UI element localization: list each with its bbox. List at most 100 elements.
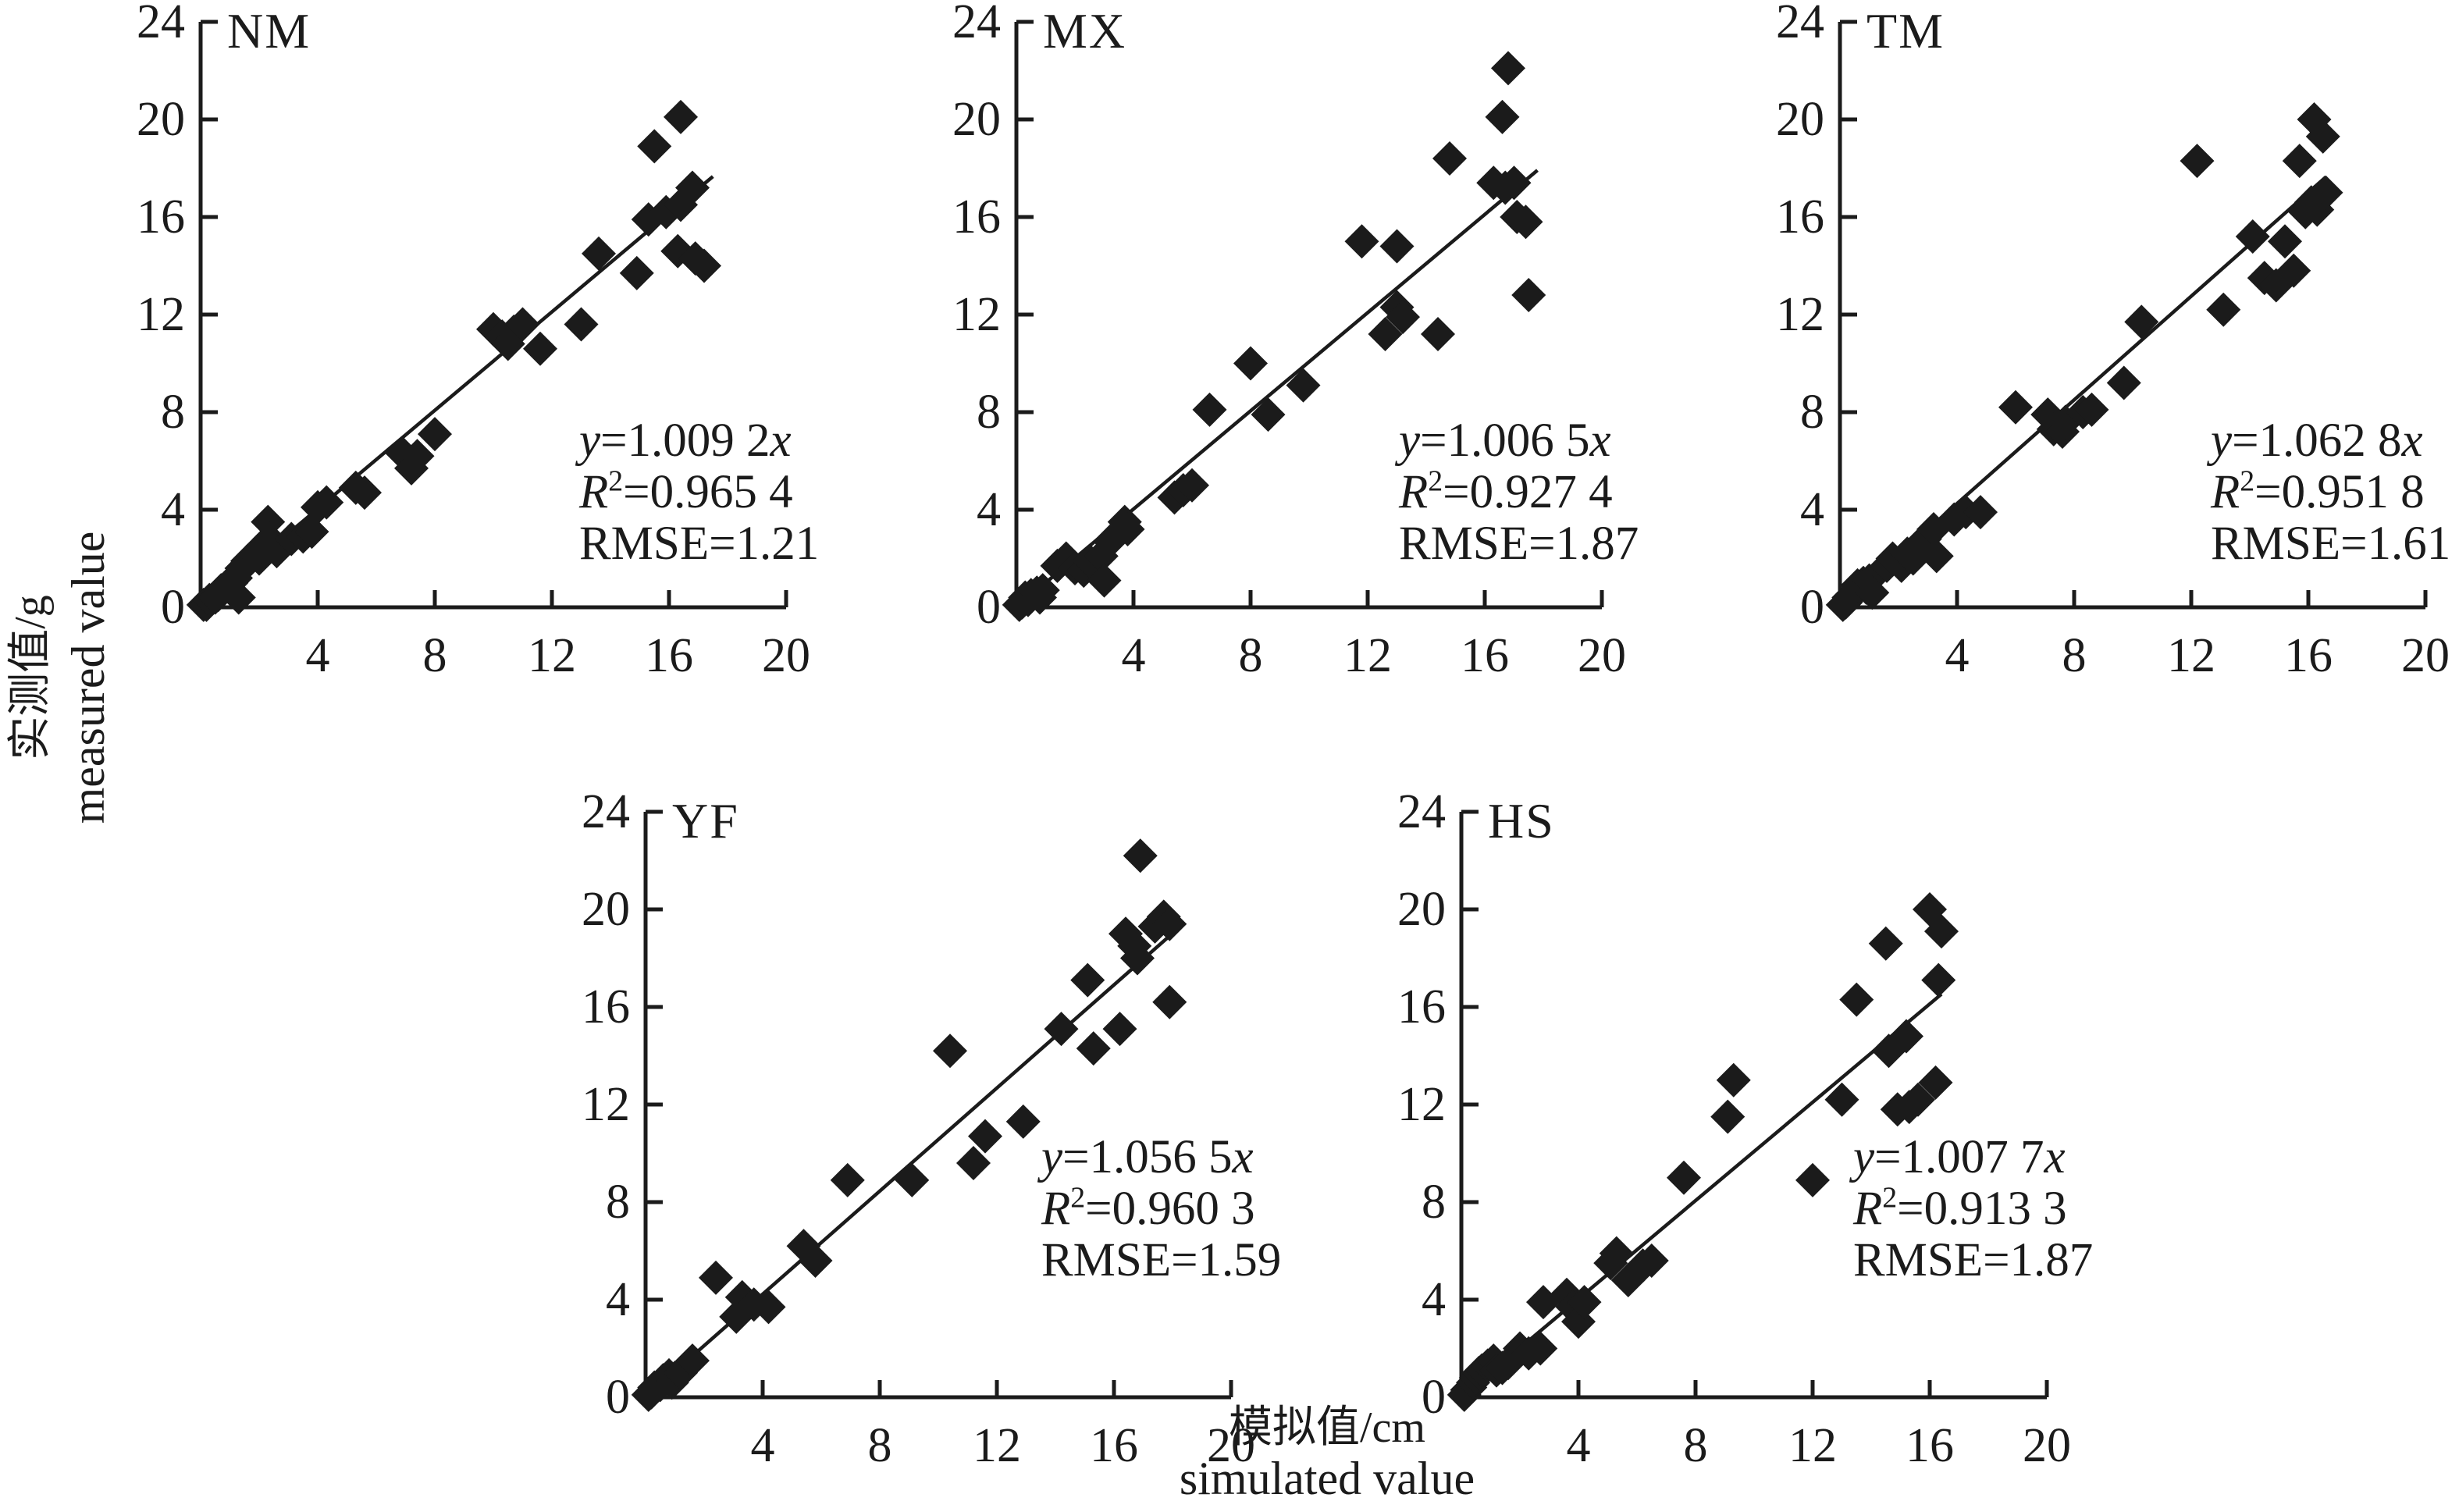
y-tick-label: 4: [606, 1273, 630, 1326]
y-tick-label: 12: [1397, 1078, 1446, 1131]
data-point: [523, 331, 557, 366]
data-point: [2268, 224, 2302, 259]
y-tick-label: 24: [1397, 785, 1446, 838]
x-tick-label: 12: [528, 629, 576, 682]
x-tick-label: 16: [1090, 1419, 1138, 1472]
r2-tm: R2=0.951 8: [2211, 464, 2425, 518]
r2-hs: R2=0.913 3: [1853, 1181, 2067, 1235]
data-point: [699, 1260, 733, 1295]
data-point: [1005, 1104, 1041, 1139]
data-point: [294, 514, 329, 550]
y-tick-label: 0: [161, 581, 185, 634]
data-point: [830, 1162, 865, 1197]
data-point: [2106, 365, 2141, 400]
equation-hs: y=1.007 7x: [1853, 1131, 2066, 1183]
equation-nm: y=1.009 2x: [579, 414, 792, 467]
stats-tm: y=1.062 8x R2=0.951 8 RMSE=1.61: [2211, 415, 2450, 570]
y-tick-label: 20: [1397, 883, 1446, 936]
y-tick-label: 20: [1776, 93, 1824, 146]
equation-mx: y=1.006 5x: [1399, 414, 1611, 467]
rmse-yf: RMSE=1.59: [1041, 1234, 1282, 1286]
data-point: [1667, 1160, 1701, 1195]
rmse-tm: RMSE=1.61: [2211, 518, 2451, 570]
data-point: [2305, 119, 2340, 154]
data-point: [1918, 1065, 1953, 1100]
data-point: [619, 255, 654, 290]
y-tick-label: 12: [582, 1078, 630, 1131]
y-axis-label: 实测值/g measured value: [2, 381, 135, 974]
data-point: [1855, 575, 1890, 610]
data-point: [1421, 317, 1455, 351]
data-point: [1087, 563, 1122, 598]
x-tick-label: 8: [868, 1419, 892, 1472]
x-tick-label: 16: [645, 629, 693, 682]
data-point: [1432, 141, 1467, 176]
stats-hs: y=1.007 7x R2=0.913 3 RMSE=1.87: [1853, 1132, 2093, 1286]
panel-yf: 0 4 8 12 16 20 24 4 8 12 16 20 YF: [582, 785, 1255, 1472]
data-point: [637, 129, 672, 164]
r2-mx: R2=0.927 4: [1399, 464, 1613, 518]
y-tick-label: 8: [977, 386, 1001, 439]
data-point: [418, 417, 452, 452]
data-point: [1233, 346, 1268, 381]
data-point: [1795, 1162, 1830, 1197]
equation-yf: y=1.056 5x: [1041, 1131, 1254, 1183]
x-tick-label: 20: [762, 629, 810, 682]
data-point: [1868, 926, 1903, 961]
y-tick-label: 16: [1776, 190, 1824, 244]
panel-label-yf: YF: [672, 793, 739, 848]
data-point: [1963, 495, 1998, 530]
data-point: [2124, 304, 2159, 340]
x-axis-label-en: simulated value: [1179, 1453, 1475, 1504]
y-tick-label: 4: [1422, 1273, 1446, 1326]
panel-label-tm: TM: [1866, 3, 1945, 59]
mx-scatter-plot: 0 4 8 12 16 20 24 4 8 12 16 20: [952, 0, 1626, 682]
data-point: [1921, 962, 1956, 998]
rmse-hs: RMSE=1.87: [1853, 1234, 2094, 1286]
data-point: [1344, 224, 1379, 259]
r2-nm: R2=0.965 4: [579, 464, 793, 518]
x-tick-label: 8: [2062, 629, 2087, 682]
rmse-nm: RMSE=1.21: [579, 518, 820, 570]
stats-mx: y=1.006 5x R2=0.927 4 RMSE=1.87: [1399, 415, 1639, 570]
data-point: [1120, 941, 1155, 976]
y-tick-label: 24: [137, 0, 185, 48]
data-point: [2235, 219, 2270, 254]
stats-yf: y=1.056 5x R2=0.960 3 RMSE=1.59: [1041, 1132, 1281, 1286]
x-tick-label: 12: [1343, 629, 1392, 682]
data-point: [2308, 175, 2343, 210]
x-tick-label: 8: [1239, 629, 1263, 682]
data-point: [347, 475, 382, 511]
y-tick-label: 0: [606, 1371, 630, 1424]
data-point: [1152, 906, 1187, 941]
y-tick-label: 24: [952, 0, 1001, 48]
x-tick-label: 4: [306, 629, 330, 682]
data-point: [1824, 1082, 1859, 1117]
x-tick-label: 12: [1788, 1419, 1837, 1472]
y-tick-label: 16: [952, 190, 1001, 244]
x-tick-label: 8: [1684, 1419, 1708, 1472]
stats-nm: y=1.009 2x R2=0.965 4 RMSE=1.21: [579, 415, 819, 570]
data-point: [1508, 205, 1543, 240]
data-point: [1889, 1019, 1923, 1054]
data-point: [956, 1146, 991, 1180]
x-tick-label: 8: [423, 629, 447, 682]
panel-label-mx: MX: [1043, 3, 1127, 59]
data-point: [2276, 253, 2311, 288]
data-point: [1924, 914, 1959, 949]
data-point: [1025, 573, 1060, 608]
data-point: [1175, 468, 1209, 503]
x-tick-label: 20: [2401, 629, 2450, 682]
x-tick-label: 4: [1945, 629, 1970, 682]
y-tick-label: 16: [1397, 980, 1446, 1033]
tm-scatter-plot: 0 4 8 12 16 20 24 4 8 12 16 20: [1776, 0, 2450, 682]
data-point: [221, 580, 256, 615]
data-point: [1491, 51, 1525, 86]
y-tick-label: 20: [137, 93, 185, 146]
hs-scatter-plot: 0 4 8 12 16 20 24 4 8 12 16 20: [1397, 785, 2071, 1472]
data-point: [687, 248, 721, 283]
data-point: [664, 99, 698, 134]
y-tick-label: 8: [606, 1176, 630, 1229]
y-tick-label: 4: [977, 483, 1001, 536]
data-point: [1716, 1062, 1751, 1098]
